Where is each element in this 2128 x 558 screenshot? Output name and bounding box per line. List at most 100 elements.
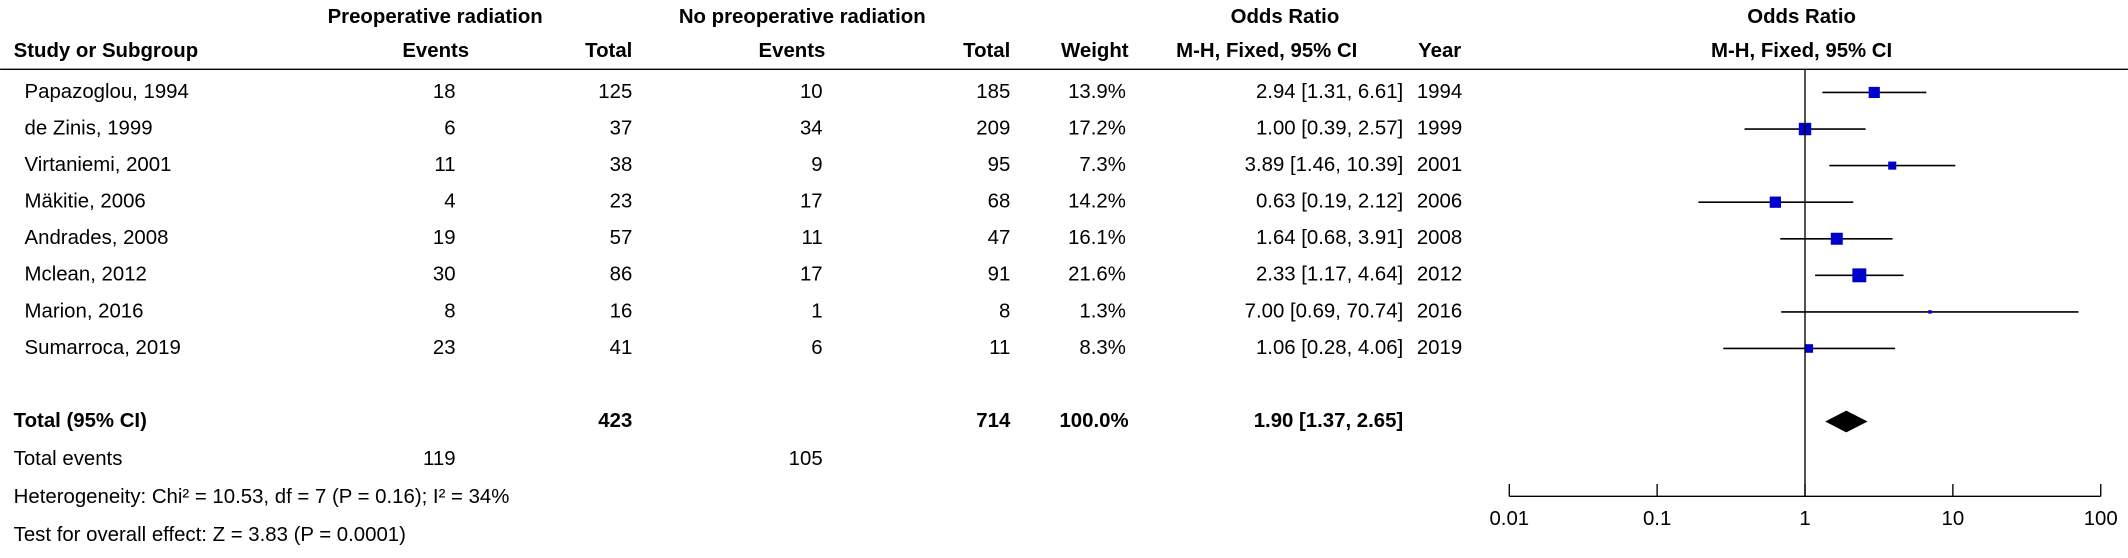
weight: 1.3%	[1079, 300, 1125, 322]
odds-ratio: 1.06 [0.28, 4.06]	[1256, 337, 1403, 359]
group-header: Preoperative radiation	[328, 6, 543, 28]
x-tick-label: 0.01	[1489, 508, 1529, 530]
study-name: Andrades, 2008	[25, 227, 169, 249]
summary-diamond	[1825, 410, 1868, 433]
events-ctl: 105	[789, 448, 823, 470]
exp-events: 8	[444, 300, 455, 322]
column-header: M-H, Fixed, 95% CI	[1176, 40, 1357, 62]
study-name: Marion, 2016	[25, 300, 144, 322]
exp-events: 30	[433, 264, 456, 286]
overall-effect: Test for overall effect: Z = 3.83 (P = 0…	[14, 524, 406, 546]
ctl-events: 10	[800, 81, 823, 103]
column-header: Weight	[1061, 40, 1129, 62]
total-ctl: 714	[976, 410, 1011, 432]
group-header: No preoperative radiation	[679, 6, 926, 28]
column-header: Events	[402, 40, 469, 62]
ctl-events: 34	[800, 117, 823, 139]
events-exp: 119	[423, 448, 455, 470]
exp-events: 6	[444, 117, 455, 139]
year: 2006	[1417, 191, 1462, 213]
ctl-total: 95	[988, 154, 1011, 176]
weight: 16.1%	[1068, 227, 1126, 249]
ctl-total: 11	[989, 337, 1010, 359]
events-label: Total events	[14, 448, 123, 470]
effect-box	[1868, 86, 1880, 99]
effect-box	[1830, 232, 1843, 245]
exp-total: 23	[610, 191, 633, 213]
exp-total: 57	[610, 227, 633, 249]
ctl-events: 9	[811, 154, 822, 176]
odds-ratio: 7.00 [0.69, 70.74]	[1245, 300, 1404, 322]
total-exp: 423	[598, 410, 632, 432]
ctl-total: 209	[976, 117, 1010, 139]
ctl-events: 17	[800, 264, 823, 286]
effect-box	[1928, 310, 1932, 314]
odds-ratio: 1.00 [0.39, 2.57]	[1256, 117, 1403, 139]
effect-box	[1804, 344, 1814, 353]
column-header: Year	[1418, 40, 1461, 62]
year: 2012	[1417, 264, 1462, 286]
exp-events: 18	[433, 81, 456, 103]
year: 2008	[1417, 227, 1462, 249]
weight: 8.3%	[1079, 337, 1125, 359]
x-tick-label: 10	[1942, 508, 1965, 530]
exp-total: 125	[598, 81, 632, 103]
study-name: Mäkitie, 2006	[25, 191, 146, 213]
weight: 21.6%	[1068, 264, 1126, 286]
x-tick-label: 100	[2084, 508, 2118, 530]
ctl-events: 11	[802, 227, 823, 249]
effect-box	[1769, 196, 1781, 208]
group-header: Odds Ratio	[1747, 6, 1856, 28]
ctl-events: 17	[800, 191, 823, 213]
exp-total: 16	[610, 300, 633, 322]
year: 2001	[1417, 154, 1462, 176]
year: 1994	[1417, 81, 1462, 103]
exp-total: 38	[610, 154, 633, 176]
weight: 17.2%	[1068, 117, 1126, 139]
exp-total: 41	[610, 337, 633, 359]
effect-box	[1852, 268, 1867, 283]
study-name: Mclean, 2012	[25, 264, 147, 286]
odds-ratio: 2.94 [1.31, 6.61]	[1256, 81, 1403, 103]
heterogeneity: Heterogeneity: Chi² = 10.53, df = 7 (P =…	[14, 486, 510, 508]
group-header: Odds Ratio	[1231, 6, 1340, 28]
ctl-total: 68	[988, 191, 1011, 213]
exp-total: 86	[610, 264, 633, 286]
ctl-total: 185	[976, 81, 1010, 103]
ctl-total: 91	[988, 264, 1011, 286]
study-name: Sumarroca, 2019	[25, 337, 181, 359]
effect-box	[1888, 161, 1897, 170]
total-label: Total (95% CI)	[14, 410, 147, 432]
ctl-total: 47	[988, 227, 1011, 249]
odds-ratio: 2.33 [1.17, 4.64]	[1256, 264, 1403, 286]
x-tick-label: 0.1	[1643, 508, 1671, 530]
x-tick-label: 1	[1799, 508, 1810, 530]
odds-ratio: 0.63 [0.19, 2.12]	[1256, 191, 1403, 213]
exp-events: 11	[434, 154, 455, 176]
study-name: Papazoglou, 1994	[25, 81, 189, 103]
weight: 13.9%	[1068, 81, 1126, 103]
total-or: 1.90 [1.37, 2.65]	[1254, 410, 1404, 432]
ctl-events: 1	[811, 300, 822, 322]
study-name: de Zinis, 1999	[25, 117, 153, 139]
year: 1999	[1417, 117, 1462, 139]
column-header: Events	[759, 40, 826, 62]
column-header: Total	[585, 40, 632, 62]
exp-events: 4	[444, 191, 455, 213]
study-name: Virtaniemi, 2001	[25, 154, 172, 176]
exp-events: 19	[433, 227, 456, 249]
odds-ratio: 1.64 [0.68, 3.91]	[1256, 227, 1403, 249]
column-header: Study or Subgroup	[14, 40, 198, 62]
weight: 7.3%	[1079, 154, 1125, 176]
year: 2019	[1417, 337, 1462, 359]
column-header: M-H, Fixed, 95% CI	[1711, 40, 1892, 62]
weight: 14.2%	[1068, 191, 1126, 213]
ctl-total: 8	[999, 300, 1010, 322]
exp-events: 23	[433, 337, 456, 359]
year: 2016	[1417, 300, 1462, 322]
ctl-events: 6	[811, 337, 822, 359]
odds-ratio: 3.89 [1.46, 10.39]	[1245, 154, 1404, 176]
total-weight: 100.0%	[1059, 410, 1128, 432]
exp-total: 37	[610, 117, 633, 139]
